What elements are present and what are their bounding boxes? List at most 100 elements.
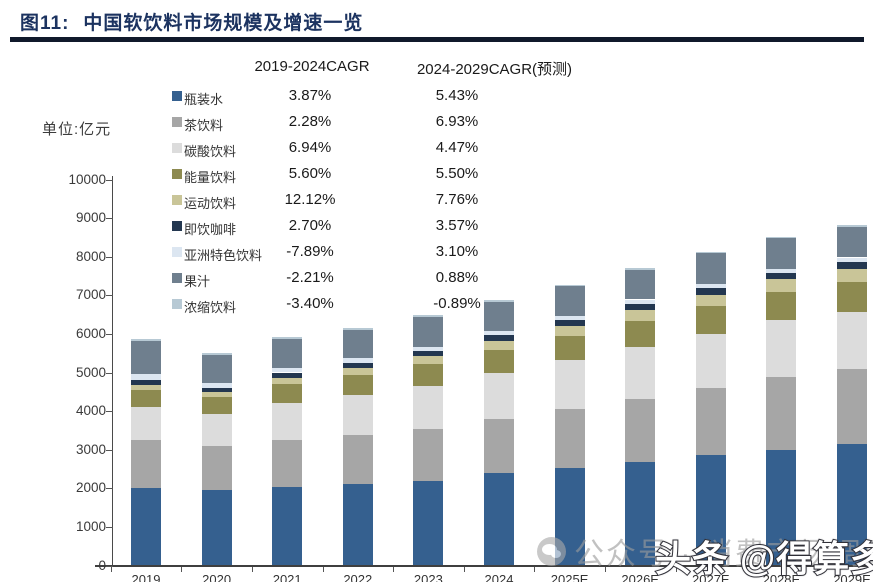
bar-segment-即饮咖啡-2019 bbox=[131, 379, 161, 385]
x-axis-line bbox=[95, 565, 871, 567]
bar-segment-茶饮料-2021 bbox=[272, 439, 303, 487]
bar-segment-亚洲特色饮料-2021 bbox=[272, 367, 303, 373]
legend-swatch bbox=[172, 169, 182, 179]
legend-cagr-2019-2024-value: 5.60% bbox=[288, 165, 332, 182]
bar-segment-浓缩饮料-2021 bbox=[272, 336, 303, 339]
bar-segment-果汁-2029E bbox=[837, 226, 867, 258]
y-axis-label: 5000 bbox=[75, 364, 106, 380]
legend-cagr-2024-2029-value: 3.57% bbox=[435, 217, 479, 234]
legend-row: 亚洲特色饮料 -7.89% 3.10% bbox=[170, 239, 600, 265]
bar-segment-亚洲特色饮料-2023 bbox=[413, 346, 444, 351]
bar-segment-碳酸饮料-2020 bbox=[201, 414, 232, 447]
bar-segment-运动饮料-2019 bbox=[131, 384, 161, 391]
bar-segment-能量饮料-2024 bbox=[484, 350, 514, 373]
bar-segment-运动饮料-2027E bbox=[695, 294, 726, 307]
legend-row: 浓缩饮料 -3.40% -0.89% bbox=[170, 291, 600, 317]
bar-segment-茶饮料-2022 bbox=[342, 435, 373, 485]
y-axis-tick bbox=[106, 411, 113, 413]
bar-segment-能量饮料-2027E bbox=[695, 306, 726, 334]
bar-segment-亚洲特色饮料-2026E bbox=[625, 299, 656, 304]
bar-segment-瓶装水-2019 bbox=[131, 488, 161, 566]
legend-series-name: 果汁 bbox=[184, 274, 211, 289]
bar-segment-碳酸饮料-2026E bbox=[625, 346, 656, 399]
bar-segment-运动饮料-2028E bbox=[766, 279, 797, 293]
legend-series-name: 即饮咖啡 bbox=[184, 222, 237, 237]
legend-series-name: 浓缩饮料 bbox=[184, 300, 237, 315]
figure-number-label: 图11: bbox=[20, 13, 70, 34]
bar-segment-碳酸饮料-2029E bbox=[837, 311, 867, 370]
x-axis-tick bbox=[251, 567, 253, 572]
y-axis-tick bbox=[106, 526, 113, 528]
bar-segment-碳酸饮料-2024 bbox=[484, 372, 514, 420]
legend-series-name: 碳酸饮料 bbox=[184, 144, 237, 159]
bar-segment-碳酸饮料-2021 bbox=[272, 402, 303, 440]
x-axis-label: 2029E bbox=[833, 572, 871, 582]
bar-segment-浓缩饮料-2026E bbox=[625, 268, 656, 270]
bar-segment-即饮咖啡-2025E bbox=[554, 319, 585, 326]
y-axis-tick bbox=[106, 218, 113, 220]
legend-series-name: 亚洲特色饮料 bbox=[184, 248, 263, 263]
legend-swatch bbox=[172, 273, 182, 283]
bar-segment-碳酸饮料-2019 bbox=[131, 407, 161, 441]
bar-segment-运动饮料-2024 bbox=[484, 341, 514, 351]
x-axis-label: 2021 bbox=[272, 572, 302, 582]
bar-segment-即饮咖啡-2024 bbox=[484, 335, 514, 342]
legend-cagr-2019-2024-value: -3.40% bbox=[286, 295, 334, 312]
bar-segment-瓶装水-2026E bbox=[625, 462, 656, 566]
bar-segment-亚洲特色饮料-2024 bbox=[484, 331, 514, 336]
legend-row: 能量饮料 5.60% 5.50% bbox=[170, 161, 600, 187]
bar-segment-即饮咖啡-2021 bbox=[272, 372, 303, 378]
legend-cagr-2019-2024-value: -2.21% bbox=[286, 269, 334, 286]
bar-segment-瓶装水-2029E bbox=[837, 444, 867, 566]
bar-segment-亚洲特色饮料-2029E bbox=[837, 257, 867, 262]
y-axis-tick bbox=[106, 179, 113, 181]
x-axis-label: 2027E bbox=[692, 572, 730, 582]
watermark-toutiao-text: 头条 @得算多咨询 bbox=[654, 537, 873, 580]
bar-segment-亚洲特色饮料-2025E bbox=[554, 315, 585, 320]
bar-segment-茶饮料-2024 bbox=[484, 419, 514, 473]
bar-segment-亚洲特色饮料-2028E bbox=[766, 268, 797, 273]
y-axis-label: 0 bbox=[98, 557, 106, 573]
x-axis-tick bbox=[393, 567, 395, 572]
x-axis-label: 2023 bbox=[413, 572, 443, 582]
bar-segment-茶饮料-2025E bbox=[554, 409, 585, 468]
bar-segment-茶饮料-2026E bbox=[625, 398, 656, 463]
y-axis-tick bbox=[106, 488, 113, 490]
bar-segment-能量饮料-2022 bbox=[342, 375, 373, 396]
legend-row: 碳酸饮料 6.94% 4.47% bbox=[170, 135, 600, 161]
x-axis-tick bbox=[816, 567, 818, 572]
bar-segment-运动饮料-2021 bbox=[272, 377, 303, 385]
bar-segment-果汁-2025E bbox=[554, 286, 585, 316]
bar-segment-即饮咖啡-2029E bbox=[837, 261, 867, 269]
x-axis-tick bbox=[746, 567, 748, 572]
bar-segment-果汁-2020 bbox=[201, 354, 232, 383]
bar-segment-果汁-2021 bbox=[272, 338, 303, 368]
bar-segment-碳酸饮料-2025E bbox=[554, 359, 585, 410]
bar-segment-能量饮料-2026E bbox=[625, 320, 656, 347]
bar-segment-运动饮料-2026E bbox=[625, 309, 656, 321]
bar-segment-能量饮料-2029E bbox=[837, 282, 867, 312]
bar-segment-茶饮料-2029E bbox=[837, 369, 867, 445]
x-axis-tick bbox=[463, 567, 465, 572]
legend-cagr-2019-2024-value: 6.94% bbox=[288, 139, 332, 156]
x-axis-label: 2025E bbox=[550, 572, 589, 582]
bar-segment-能量饮料-2023 bbox=[413, 364, 444, 386]
bar-segment-浓缩饮料-2022 bbox=[342, 328, 373, 330]
legend-cagr-2019-2024-value: -7.89% bbox=[286, 243, 334, 260]
bar-segment-果汁-2026E bbox=[625, 269, 656, 300]
bar-segment-浓缩饮料-2020 bbox=[201, 352, 232, 355]
bar-segment-瓶装水-2020 bbox=[201, 489, 232, 566]
legend-cagr-2019-2024-value: 2.28% bbox=[288, 113, 332, 130]
legend-series-name: 能量饮料 bbox=[184, 170, 237, 185]
bar-segment-能量饮料-2028E bbox=[766, 292, 797, 321]
figure-title: 中国软饮料市场规模及增速一览 bbox=[83, 13, 364, 34]
legend-col2-header: 2024-2029CAGR(预测) bbox=[416, 61, 573, 78]
bar-segment-即饮咖啡-2028E bbox=[766, 272, 797, 280]
y-axis-tick bbox=[106, 295, 113, 297]
legend-row: 运动饮料 12.12% 7.76% bbox=[170, 187, 600, 213]
bar-segment-能量饮料-2025E bbox=[554, 335, 585, 360]
legend-swatch bbox=[172, 195, 182, 205]
bar-segment-瓶装水-2027E bbox=[695, 455, 726, 566]
y-axis-label: 7000 bbox=[75, 287, 106, 303]
watermark-wechat-text: 公众号 · 消费市场调研 bbox=[574, 538, 873, 571]
